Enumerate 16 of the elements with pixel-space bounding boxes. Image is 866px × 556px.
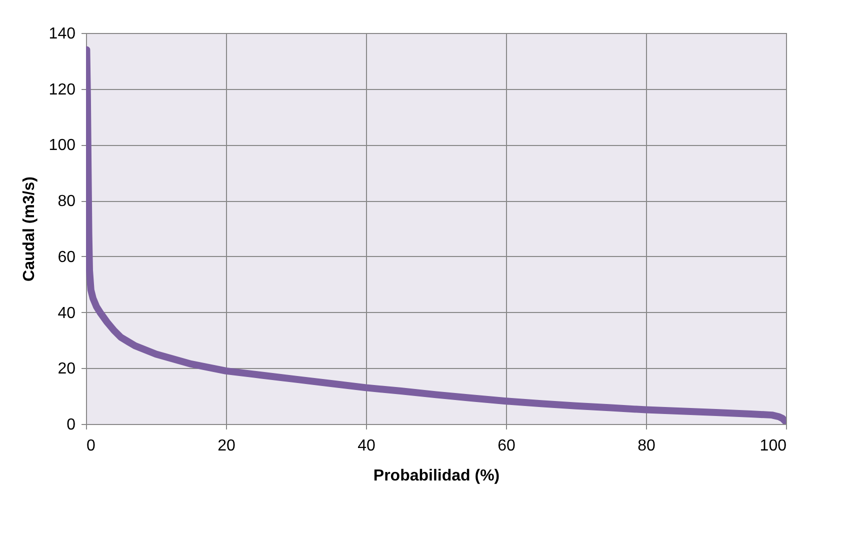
y-tick-label: 120 [48, 81, 76, 98]
x-tick-label: 60 [498, 438, 516, 454]
x-tick-label: 100 [760, 438, 787, 454]
y-axis-title: Caudal (m3/s) [20, 176, 38, 282]
y-tick-label: 20 [58, 360, 76, 378]
x-tick-label: 80 [638, 438, 656, 454]
x-tick-label: 40 [358, 438, 376, 454]
y-tick-label: 40 [58, 304, 76, 322]
x-axis-title: Probabilidad (%) [373, 468, 500, 484]
y-tick-label: 60 [58, 248, 76, 266]
y-tick-label: 140 [48, 26, 76, 42]
y-tick-label: 80 [58, 193, 76, 210]
y-tick-label: 100 [48, 137, 76, 154]
x-tick-label: 20 [218, 438, 236, 454]
y-tick-label: 0 [66, 416, 76, 434]
x-tick-label: 0 [86, 438, 96, 454]
